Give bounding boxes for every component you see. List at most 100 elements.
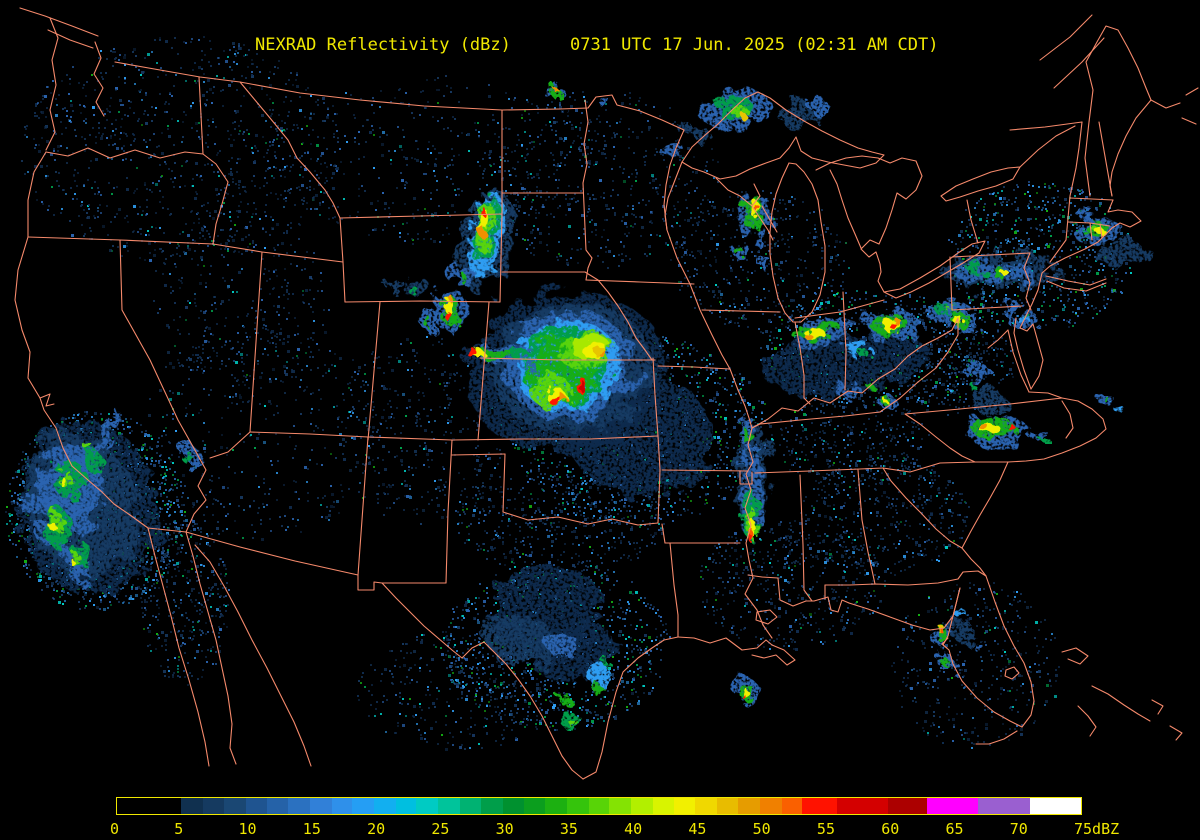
radar-speckle-dot [145,92,147,94]
radar-speckle-dot [501,710,503,712]
radar-speckle-dot [761,411,763,413]
radar-speckle-dot [626,609,628,611]
radar-speckle-dot [84,138,86,140]
radar-speckle-dot [587,122,590,125]
radar-speckle-dot [511,561,513,563]
radar-speckle-dot [354,137,356,139]
radar-speckle-dot [74,193,76,195]
radar-speckle-dot [573,512,575,514]
radar-speckle-dot [721,498,723,500]
radar-speckle-dot [281,137,283,139]
radar-speckle-dot [327,107,329,109]
radar-speckle-dot [211,102,213,104]
radar-speckle-dot [554,729,556,731]
radar-speckle-dot [457,135,459,137]
radar-speckle-dot [767,307,769,309]
radar-speckle-dot [590,478,593,481]
radar-speckle-dot [605,251,607,253]
radar-speckle-dot [770,243,772,245]
radar-speckle-dot [518,139,520,141]
radar-speckle-dot [339,148,341,150]
radar-speckle-dot [432,145,434,147]
radar-speckle-dot [707,199,709,201]
radar-speckle-dot [615,715,617,717]
radar-speckle-dot [717,481,719,483]
radar-speckle-dot [819,309,821,311]
radar-speckle-dot [641,641,643,643]
radar-speckle-dot [407,233,409,235]
radar-speckle-dot [535,529,537,531]
radar-speckle-dot [121,118,123,120]
radar-speckle-dot [822,267,824,269]
radar-speckle-dot [610,519,612,521]
radar-speckle-dot [635,691,637,693]
radar-speckle-dot [450,635,452,637]
radar-speckle-dot [251,74,253,76]
radar-speckle-dot [578,555,580,557]
radar-speckle-dot [570,711,572,713]
radar-speckle-dot [538,159,540,161]
radar-speckle-dot [714,294,716,296]
radar-speckle-dot [566,259,568,261]
radar-speckle-dot [630,637,632,639]
radar-speckle-dot [641,626,643,628]
radar-speckle-dot [201,228,204,231]
radar-speckle-dot [620,542,622,544]
radar-speckle-dot [689,382,691,384]
radar-speckle-dot [527,555,529,557]
radar-speckle-dot [694,190,696,192]
radar-speckle-dot [637,557,639,559]
radar-speckle-dot [538,465,540,467]
radar-speckle-dot [704,503,706,505]
radar-speckle-dot [663,638,665,640]
radar-speckle-dot [700,211,702,213]
radar-speckle-dot [522,708,524,710]
radar-speckle-dot [562,709,564,711]
radar-speckle-dot [684,341,686,343]
radar-speckle-dot [530,252,532,254]
radar-speckle-dot [123,56,126,59]
radar-speckle-dot [225,192,227,194]
radar-speckle-dot [140,233,142,235]
radar-speckle-dot [527,524,529,526]
radar-speckle-dot [498,526,500,528]
radar-speckle-dot [600,575,602,577]
radar-speckle-dot [741,304,743,306]
radar-speckle-dot [544,688,546,690]
radar-speckle-dot [481,700,483,702]
radar-speckle-dot [570,481,572,483]
radar-speckle-dot [224,248,226,250]
radar-speckle-dot [814,292,816,294]
radar-speckle-dot [598,150,600,152]
radar-speckle-dot [266,94,268,96]
radar-speckle-dot [290,72,292,74]
radar-speckle-dot [51,186,53,188]
radar-speckle-dot [579,127,581,129]
radar-speckle-dot [70,116,72,118]
radar-speckle-dot [557,163,559,165]
radar-speckle-dot [490,546,493,549]
radar-speckle-dot [411,112,413,114]
radar-speckle-dot [515,199,517,201]
radar-speckle-dot [536,190,538,192]
radar-speckle-dot [734,306,736,308]
radar-speckle-dot [454,189,456,191]
radar-speckle-dot [690,217,692,219]
radar-speckle-dot [144,184,146,186]
radar-speckle-dot [474,639,476,641]
radar-speckle-dot [717,483,719,485]
radar-speckle-dot [537,136,539,138]
radar-speckle-dot [737,322,739,324]
radar-speckle-dot [244,186,246,188]
radar-speckle-dot [267,149,269,151]
radar-speckle-dot [83,120,85,122]
radar-speckle-dot [709,399,712,402]
radar-speckle-dot [631,506,633,508]
radar-speckle-dot [517,161,519,163]
radar-speckle-dot [708,481,710,483]
radar-speckle-dot [119,138,121,140]
radar-speckle-dot [61,80,63,82]
radar-speckle-dot [106,205,108,207]
radar-speckle-dot [585,695,587,697]
radar-speckle-dot [126,215,128,217]
